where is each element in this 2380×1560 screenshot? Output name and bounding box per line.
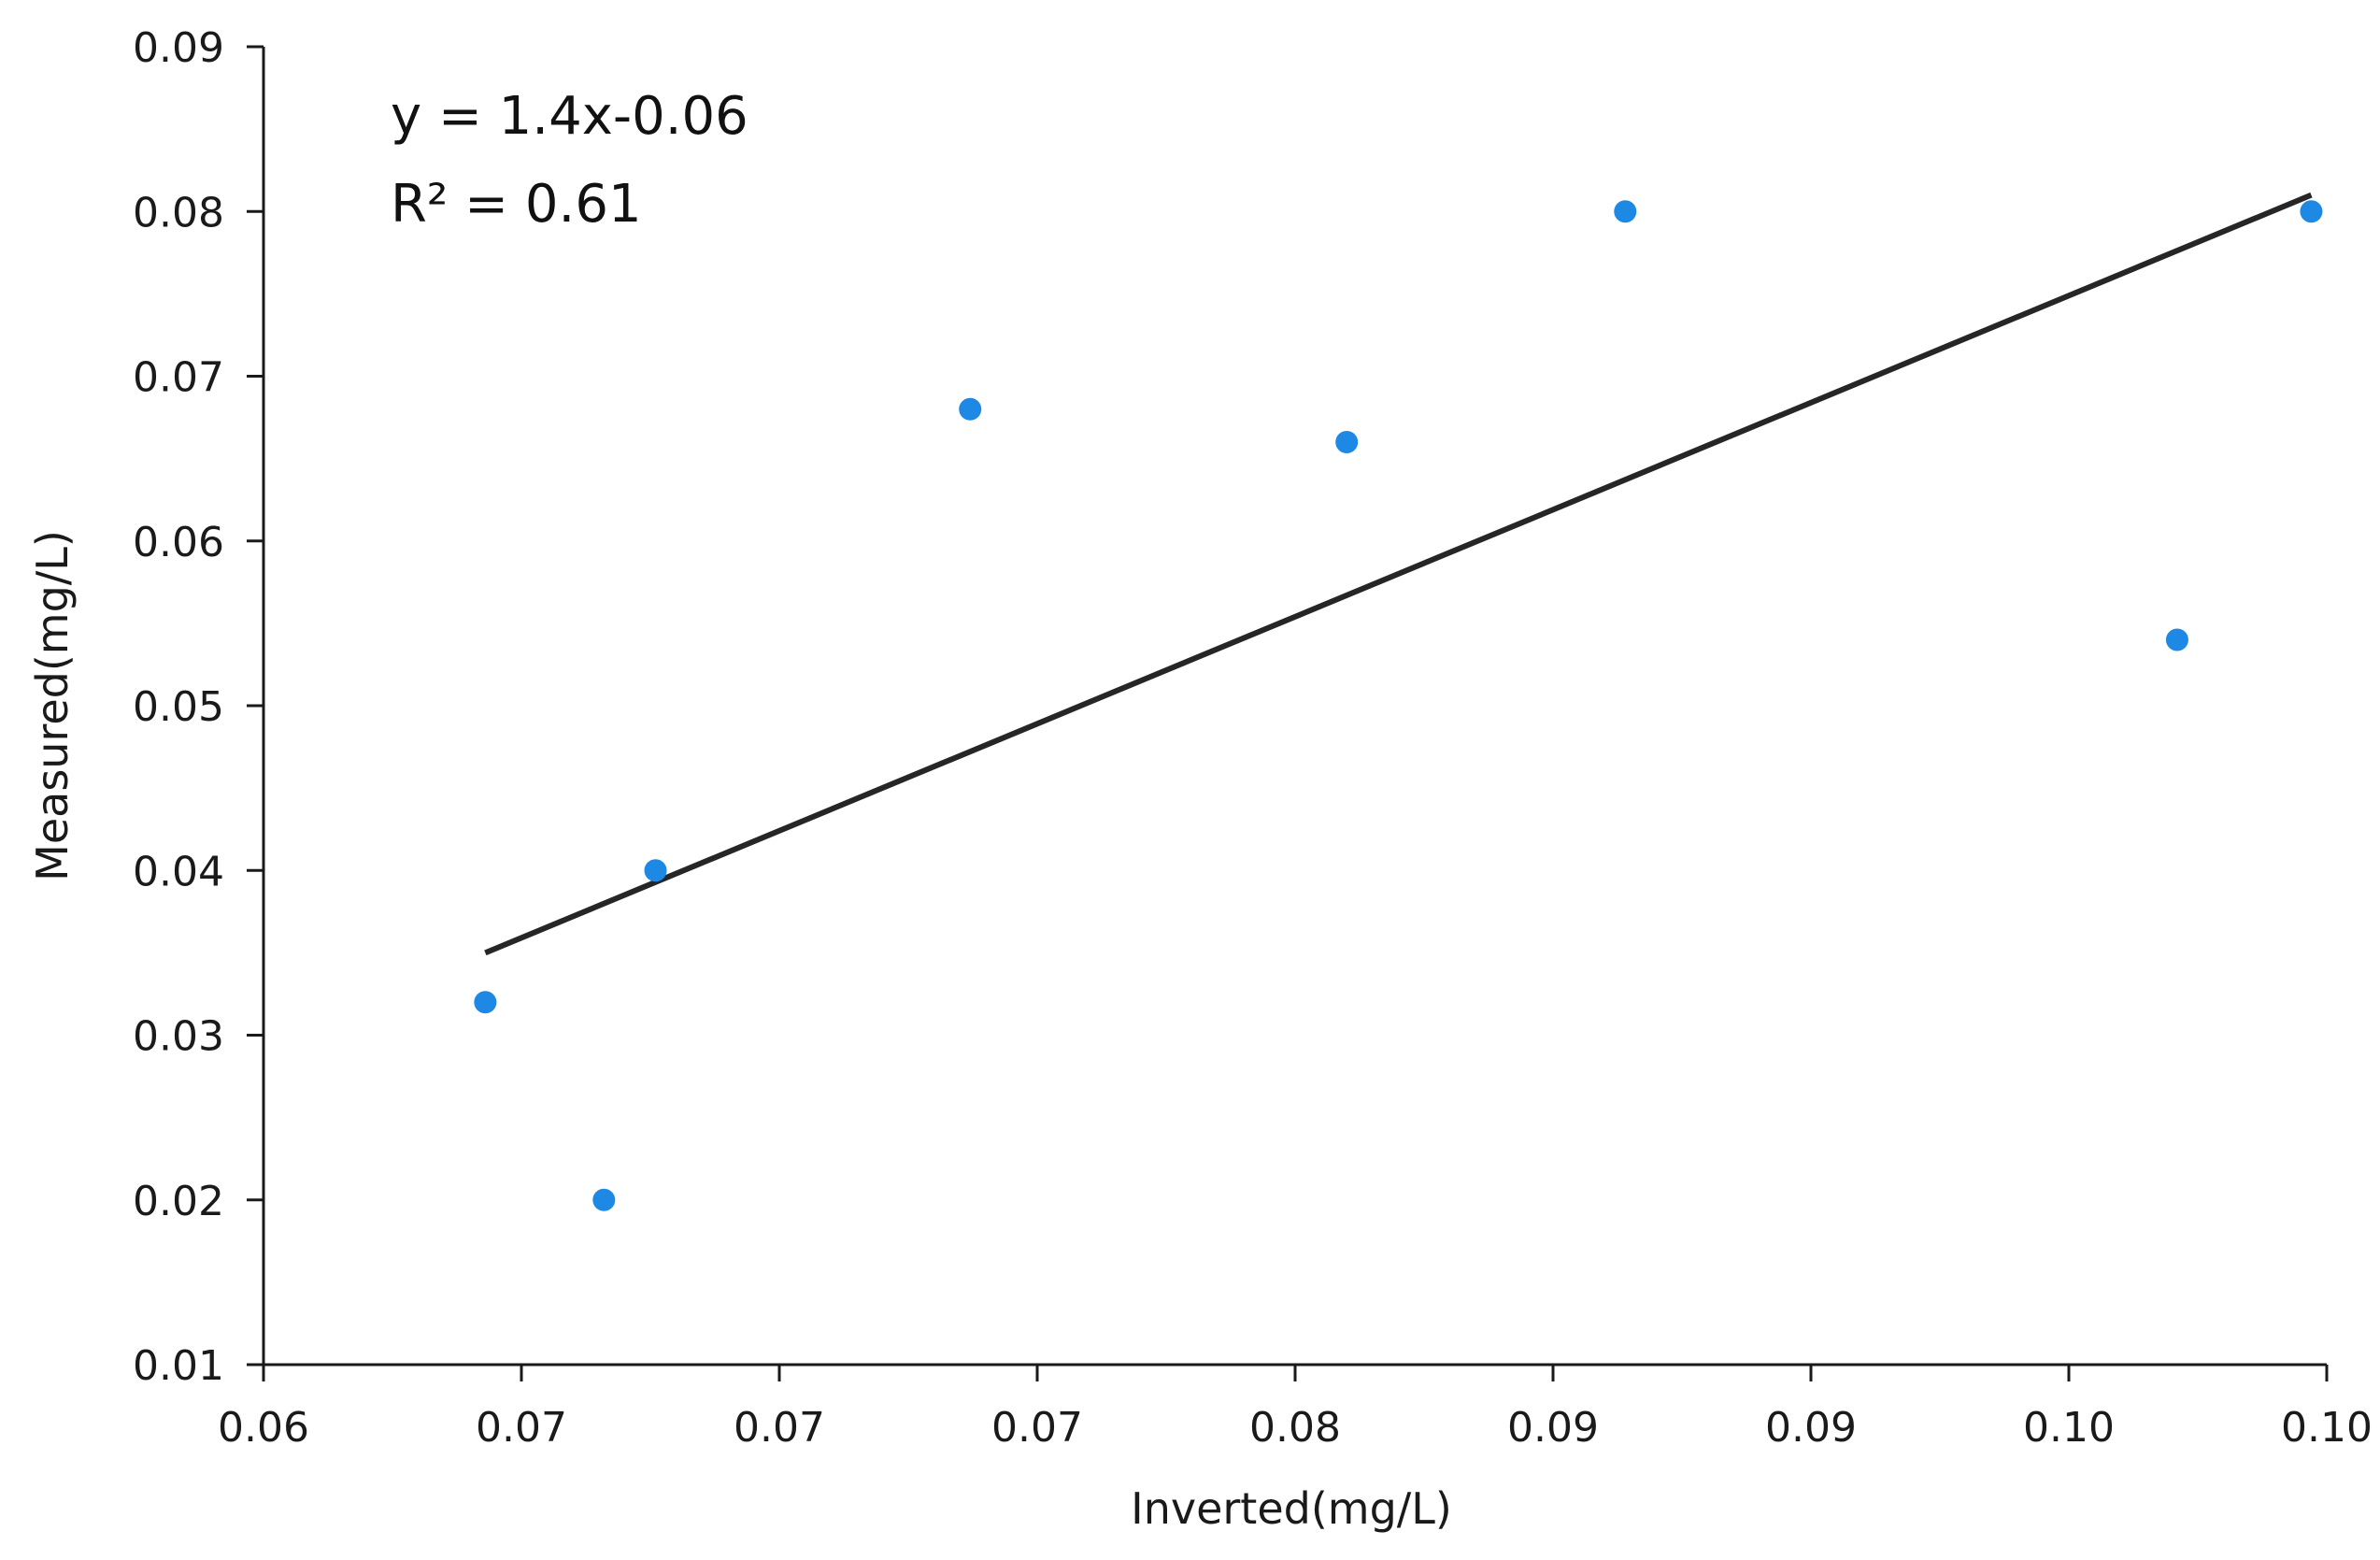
x-tick-label: 0.06 xyxy=(218,1404,309,1452)
x-tick-label: 0.10 xyxy=(2281,1404,2373,1452)
y-tick-label: 0.02 xyxy=(133,1178,224,1225)
x-axis-title: Inverted(mg/L) xyxy=(1131,1483,1452,1534)
y-tick-label: 0.01 xyxy=(133,1342,224,1390)
data-point xyxy=(592,1188,616,1211)
x-tick-label: 0.07 xyxy=(991,1404,1083,1452)
x-axis-ticks: 0.06 0.07 0.07 0.07 0.08 0.09 0.09 0.10 0.10 xyxy=(218,1365,2373,1452)
y-tick-label: 0.07 xyxy=(133,354,224,402)
data-point xyxy=(1614,200,1637,223)
trendline xyxy=(484,192,2313,956)
y-tick-label: 0.03 xyxy=(133,1013,224,1061)
y-tick-label: 0.06 xyxy=(133,519,224,566)
r-squared-label: R² = 0.61 xyxy=(391,174,642,235)
y-axis-ticks: 0.01 0.02 0.03 0.04 0.05 0.06 0.07 0.08 0.09 xyxy=(133,24,264,1390)
y-axis-title: Measured(mg/L) xyxy=(27,530,78,881)
x-tick-label: 0.07 xyxy=(476,1404,567,1452)
data-point xyxy=(474,991,497,1014)
y-tick-label: 0.05 xyxy=(133,683,224,731)
y-tick-label: 0.04 xyxy=(133,848,224,895)
data-point xyxy=(2300,200,2323,223)
x-tick-label: 0.10 xyxy=(2023,1404,2115,1452)
x-tick-label: 0.09 xyxy=(1507,1404,1599,1452)
x-tick-label: 0.09 xyxy=(1765,1404,1857,1452)
data-point xyxy=(1335,431,1359,453)
x-tick-label: 0.08 xyxy=(1249,1404,1341,1452)
data-points xyxy=(474,200,2323,1211)
x-tick-label: 0.07 xyxy=(734,1404,825,1452)
data-point xyxy=(644,859,667,882)
y-tick-label: 0.08 xyxy=(133,189,224,236)
y-tick-label: 0.09 xyxy=(133,24,224,72)
data-point xyxy=(959,397,982,421)
data-point xyxy=(2165,628,2188,651)
trendline-equation: y = 1.4x-0.06 xyxy=(391,86,748,147)
